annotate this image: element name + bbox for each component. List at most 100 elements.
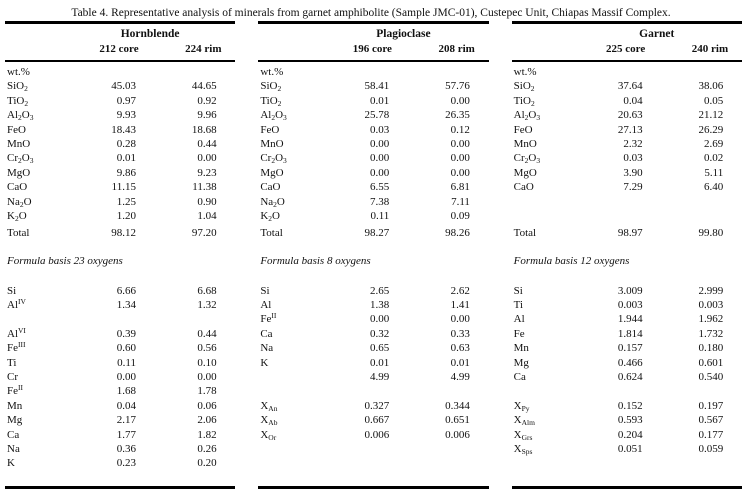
table-row (258, 442, 488, 456)
table-row (5, 312, 235, 326)
core-value: 3.009 (617, 284, 643, 297)
row-label: Na (7, 442, 20, 455)
table-row: K 0.01 0.01 (258, 356, 488, 370)
oxide-rows: SiO2 45.03 44.65 TiO2 0.97 0.92 Al2O3 9.93 9.96 F… (5, 79, 235, 240)
core-value: 0.01 (116, 152, 136, 165)
row-label: Cr2O3 (7, 152, 34, 166)
row-label: FeO (513, 123, 533, 136)
units-label: wt.% (7, 66, 30, 78)
core-value: 37.64 (617, 80, 643, 93)
table-row: Al2O3 20.63 21.12 (512, 108, 742, 122)
row-label: Mg (513, 356, 529, 369)
table-row: Na2O 1.25 0.90 (5, 195, 235, 209)
row-label: FeII (7, 383, 23, 398)
table-row: Ca 0.624 0.540 (512, 370, 742, 384)
row-label (258, 442, 322, 456)
table-row: Na 0.65 0.63 (258, 341, 488, 355)
rim-value: 57.76 (445, 80, 470, 93)
row-label: FeIII (7, 340, 26, 355)
rim-value (643, 384, 724, 398)
rim-value: 0.90 (197, 195, 217, 208)
row-label: XAlm (513, 414, 535, 428)
core-value (576, 209, 643, 223)
formula-basis-label: Formula basis 23 oxygens (7, 254, 123, 267)
row-label: Na2O (260, 195, 285, 209)
panel-bottom-rule (5, 485, 236, 489)
table-row: Na2O 7.38 7.11 (258, 195, 488, 209)
core-column-header: 225 core (606, 43, 646, 55)
rim-value: 0.651 (445, 414, 470, 427)
core-value: 7.38 (370, 195, 390, 208)
table-row: MgO 3.90 5.11 (512, 166, 742, 180)
rim-value: 0.344 (445, 399, 470, 412)
table-row: MgO 0.00 0.00 (258, 166, 488, 180)
rim-value: 1.78 (197, 385, 217, 398)
row-label: MnO (260, 137, 284, 150)
row-label: MnO (7, 137, 31, 150)
hornblende-header: Hornblende 212 core 224 rim (5, 21, 236, 62)
core-value: 9.93 (116, 109, 136, 122)
total-row: Total 98.97 99.80 (512, 226, 742, 240)
core-value: 0.667 (364, 414, 390, 427)
table-row: Cr2O3 0.01 0.00 (5, 151, 235, 165)
mineral-name: Hornblende (120, 28, 180, 40)
rim-value: 1.04 (197, 209, 217, 222)
core-value: 0.00 (116, 371, 136, 384)
row-label: MgO (7, 166, 31, 179)
rim-value: 0.00 (450, 94, 470, 107)
core-value (576, 384, 643, 398)
row-label (512, 209, 576, 223)
core-value: 0.01 (370, 356, 390, 369)
table-row: FeII 1.68 1.78 (5, 384, 235, 398)
rim-value: 6.81 (450, 181, 470, 194)
table-panels: Hornblende 212 core 224 rim wt.% SiO2 45.… (5, 21, 742, 489)
rim-value (643, 209, 724, 223)
row-label: Si (513, 284, 523, 297)
core-value: 2.65 (370, 284, 390, 297)
table-row: Na 0.36 0.26 (5, 442, 235, 456)
table-row: MnO 0.28 0.44 (5, 137, 235, 151)
table-row: MnO 2.32 2.69 (512, 137, 742, 151)
rim-value: 98.26 (445, 227, 470, 240)
row-label: AlVI (7, 325, 26, 340)
table-row: Al 1.944 1.962 (512, 312, 742, 326)
core-value: 0.28 (116, 137, 136, 150)
table-row: Mn 0.04 0.06 (5, 399, 235, 413)
rim-value: 1.82 (197, 428, 217, 441)
row-label: Al2O3 (7, 109, 34, 123)
rim-value: 0.56 (197, 342, 217, 355)
row-label: Ti (513, 299, 524, 312)
table-row: Ti 0.003 0.003 (512, 298, 742, 312)
table-row: FeIII 0.60 0.56 (5, 341, 235, 355)
cation-rows: Si 2.65 2.62 Al 1.38 1.41 FeII 0.00 0.00 Ca 0.32 0.… (258, 284, 488, 471)
row-label: CaO (513, 181, 534, 194)
panel-bottom-rule (511, 485, 742, 489)
row-label: Cr2O3 (513, 152, 541, 166)
core-value: 0.32 (370, 327, 390, 340)
rim-value: 1.32 (197, 299, 217, 312)
formula-basis-label: Formula basis 8 oxygens (260, 254, 371, 267)
core-value: 0.23 (116, 457, 136, 470)
core-value: 0.593 (617, 414, 643, 427)
rim-column-header: 224 rim (185, 43, 222, 55)
table-row: Fe 1.814 1.732 (512, 327, 742, 341)
core-value: 1.20 (116, 209, 136, 222)
table-row: SiO2 45.03 44.65 (5, 79, 235, 93)
core-value: 0.97 (116, 94, 136, 107)
core-value: 0.327 (364, 399, 390, 412)
rim-value: 9.23 (197, 166, 217, 179)
rim-value: 0.059 (698, 442, 724, 455)
row-label: Ti (7, 356, 17, 369)
row-label: FeO (260, 123, 280, 136)
core-value: 0.00 (370, 313, 390, 326)
core-value: 0.11 (117, 356, 136, 369)
row-label (512, 384, 576, 398)
table-row: Si 2.65 2.62 (258, 284, 488, 298)
core-value: 2.17 (116, 414, 136, 427)
core-value: 98.27 (364, 227, 390, 240)
table-row: FeII 0.00 0.00 (258, 312, 488, 326)
row-label (5, 312, 69, 326)
table-row (512, 209, 742, 223)
table-row: Cr2O3 0.00 0.00 (258, 151, 488, 165)
core-value: 0.003 (617, 299, 643, 312)
